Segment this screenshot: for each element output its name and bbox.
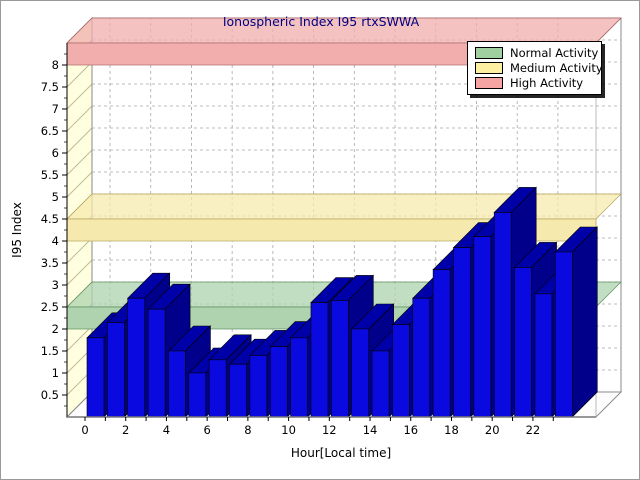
bar-front-face — [188, 372, 207, 418]
bar-hour-23 — [554, 226, 599, 418]
x-tick-label: 4 — [163, 423, 170, 437]
y-tick-label: 7.5 — [41, 80, 59, 94]
bar-front-face — [249, 355, 268, 418]
y-tick-label: 5 — [52, 190, 59, 204]
y-tick-label: 2.5 — [41, 300, 59, 314]
y-tick-label: 6 — [52, 146, 59, 160]
y-tick-label: 0.5 — [41, 388, 59, 402]
bar-front-face — [412, 297, 431, 418]
x-axis-title: Hour[Local time] — [290, 446, 392, 460]
bar-front-face — [127, 297, 146, 418]
legend-label: High Activity — [510, 75, 584, 90]
x-tick-label: 14 — [363, 423, 378, 437]
x-tick-label: 10 — [281, 423, 296, 437]
bar-front-face — [208, 359, 227, 418]
bar-side-face — [571, 226, 598, 418]
legend-label: Normal Activity — [510, 45, 599, 60]
legend-label: Medium Activity — [510, 60, 603, 75]
band-medium-activity — [66, 193, 622, 242]
y-tick-label: 8 — [52, 58, 59, 72]
y-tick-label: 6.5 — [41, 124, 59, 138]
bar-front-face — [493, 212, 512, 418]
y-tick-label: 4.5 — [41, 212, 59, 226]
bars — [86, 186, 599, 418]
y-tick-label: 3.5 — [41, 256, 59, 270]
chart-title: Ionospheric Index I95 rtxSWWA — [222, 14, 420, 29]
bar-front-face — [371, 350, 390, 418]
bar-front-face — [453, 247, 471, 418]
x-tick-label: 22 — [526, 423, 541, 437]
legend: Normal Activity Medium Activity High Activ… — [467, 41, 603, 95]
x-tick-label: 18 — [444, 423, 459, 437]
bar-front-face — [514, 267, 532, 418]
left-wall-gridline — [66, 83, 93, 110]
bar-front-face — [147, 308, 166, 418]
left-wall-gridline — [66, 171, 93, 198]
y-tick-label: 1.5 — [41, 344, 59, 358]
left-wall-gridline — [66, 105, 93, 132]
left-wall-gridline — [66, 149, 93, 176]
x-tick-label: 6 — [203, 423, 210, 437]
y-tick-label: 2 — [52, 322, 59, 336]
left-wall-gridline — [66, 61, 93, 88]
bar-front-face — [107, 322, 125, 418]
x-tick-label: 20 — [485, 423, 500, 437]
left-wall-gridline — [66, 127, 93, 154]
bar-front-face — [229, 363, 247, 418]
bar-front-face — [331, 300, 349, 418]
bar-front-face — [392, 324, 410, 418]
left-wall-gridline — [66, 259, 93, 286]
x-tick-label: 8 — [244, 423, 251, 437]
bar-front-face — [310, 302, 329, 418]
x-tick-label: 0 — [81, 423, 88, 437]
band-top — [66, 193, 622, 220]
legend-item: Normal Activity — [468, 45, 601, 60]
y-tick-label: 7 — [52, 102, 59, 116]
x-tick-label: 2 — [122, 423, 129, 437]
legend-swatch-icon — [475, 46, 503, 59]
y-tick-label: 4 — [52, 234, 59, 248]
bar-front-face — [269, 346, 288, 418]
y-tick-label: 5.5 — [41, 168, 59, 182]
bar-front-face — [168, 350, 186, 418]
bar-front-face — [432, 269, 451, 418]
y-tick-label: 3 — [52, 278, 59, 292]
left-wall-gridline — [66, 237, 93, 264]
legend-swatch-icon — [475, 61, 503, 74]
bar-front-face — [290, 337, 308, 418]
bar-front-face — [534, 293, 553, 418]
y-tick-label: 1 — [52, 366, 59, 380]
y-axis-title: I95 Index — [10, 202, 24, 258]
bar-front-face — [554, 251, 573, 418]
legend-item: Medium Activity — [468, 60, 603, 75]
bar-front-face — [86, 337, 105, 418]
legend-item: High Activity — [468, 75, 601, 90]
left-wall-gridline — [66, 325, 93, 352]
band-high-activity — [66, 17, 622, 66]
x-tick-label: 16 — [403, 423, 418, 437]
x-tick-label: 12 — [322, 423, 337, 437]
legend-swatch-icon — [475, 76, 503, 89]
bar-front-face — [351, 328, 369, 418]
bar-front-face — [473, 236, 492, 418]
